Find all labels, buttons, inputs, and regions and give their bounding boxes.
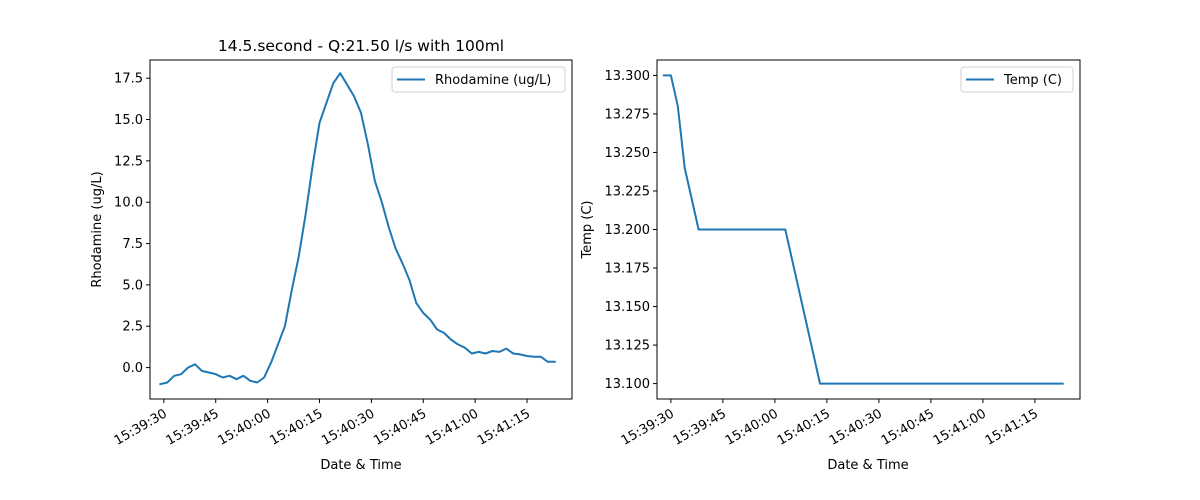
temperature-legend-box [960,66,1074,93]
temperature-y-tick-label: 13.175 [605,262,651,277]
temperature-y-tick-label: 13.300 [605,69,651,84]
rhodamine-y-axis-label: Rhodamine (ug/L) [90,171,105,287]
temperature-series-line [662,74,1064,385]
temperature-x-axis-label: Date & Time [827,458,908,473]
rhodamine-legend: Rhodamine (ug/L) [391,66,566,93]
temperature-y-axis-label: Temp (C) [580,201,595,260]
rhodamine-legend-box [391,66,566,93]
rhodamine-y-tick-label: 5.0 [122,278,143,293]
rhodamine-y-tick-label: 15.0 [114,113,143,128]
temperature-legend: Temp (C) [960,66,1074,93]
rhodamine-y-tick-label: 10.0 [114,196,143,211]
rhodamine-x-axis-label: Date & Time [320,458,401,473]
temperature-y-tick-label: 13.200 [605,223,651,238]
temperature-y-tick-label: 13.225 [605,184,651,199]
temperature-y-tick-label: 13.275 [605,107,651,122]
rhodamine-legend-label: Rhodamine (ug/L) [435,73,551,88]
temperature-axes-frame [656,59,1081,400]
rhodamine-y-tick-label: 12.5 [114,154,143,169]
temperature-y-tick-label: 13.100 [605,377,651,392]
rhodamine-y-tick-label: 7.5 [122,237,143,252]
rhodamine-y-tick-label: 2.5 [122,320,143,335]
rhodamine-series-line [159,72,556,386]
temperature-legend-label: Temp (C) [1003,73,1062,88]
rhodamine-axes-frame [149,59,573,400]
chart-title: 14.5.second - Q:21.50 l/s with 100ml [218,37,504,55]
rhodamine-y-tick-label: 17.5 [114,72,143,87]
temperature-y-tick-label: 13.250 [605,146,651,161]
temperature-y-tick-label: 13.150 [605,300,651,315]
rhodamine-y-tick-label: 0.0 [122,361,143,376]
temperature-y-tick-label: 13.125 [605,339,651,354]
